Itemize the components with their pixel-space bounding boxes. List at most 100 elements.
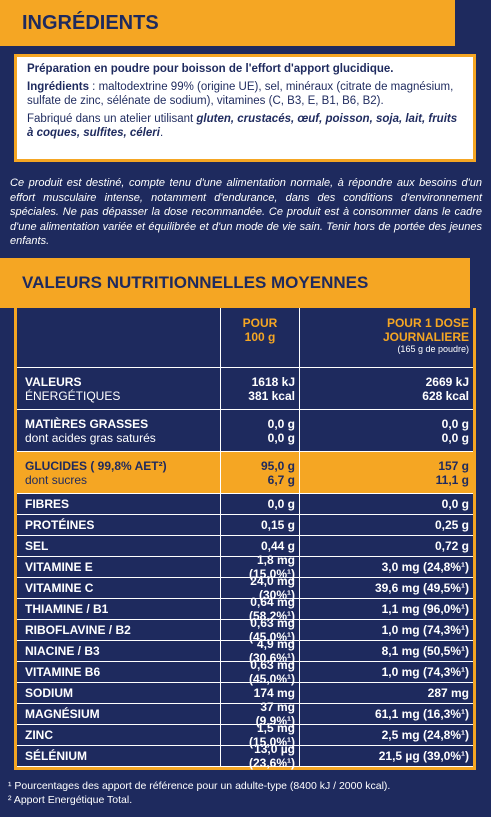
value: 8,1 mg (50,5%¹) (381, 644, 469, 658)
cell: PROTÉINES (17, 515, 220, 535)
cell: VITAMINE B6 (17, 662, 220, 682)
cell: 4,9 mg (30,6%¹) (220, 637, 300, 665)
footnote: ¹ Pourcentages des apport de référence p… (8, 780, 391, 792)
nutrition-row: NIACINE / B3 4,9 mg (30,6%¹) 8,1 mg (50,5%… (17, 637, 473, 665)
h: 100 g (244, 330, 276, 344)
cell: 0,63 mg (45,0%¹) (220, 658, 300, 686)
col-head: POUR 100 g (220, 308, 300, 367)
nutrition-row: VALEURS ÉNERGÉTIQUES 1618 kJ 381 kcal 2669 k… (17, 368, 473, 410)
cell: 37 mg (9,9%¹) (220, 700, 300, 728)
row-label: dont sucres (25, 472, 88, 487)
value: 1,1 mg (96,0%¹) (381, 602, 469, 616)
value: 61,1 mg (16,3%¹) (374, 707, 469, 721)
cell: MATIÈRES GRASSES dont acides gras saturés (17, 410, 220, 451)
cell: 1,8 mg (15,0%¹) (220, 553, 300, 581)
nutrition-row: SEL 0,44 g 0,72 g (17, 536, 473, 557)
cell: 0,0 g 0,0 g (220, 410, 300, 451)
cell: VITAMINE C (17, 578, 220, 598)
end: . (159, 127, 164, 139)
value: 95,0 g (260, 458, 295, 473)
value: 0,0 g (267, 497, 295, 511)
row-label: VITAMINE B6 (25, 665, 101, 679)
cell: 0,0 g (300, 494, 473, 514)
h: POUR 1 DOSE (386, 316, 469, 330)
cell: 1,1 mg (96,0%¹) (300, 599, 473, 619)
cell: 1,0 mg (74,3%¹) (300, 662, 473, 682)
facility: Fabriqué dans un atelier utilisant glute… (27, 112, 463, 140)
nutrition-row: FIBRES 0,0 g 0,0 g (17, 494, 473, 515)
cell: GLUCIDES ( 99,8% AET²) dont sucres (17, 452, 220, 493)
cell: 2,5 mg (24,8%¹) (300, 725, 473, 745)
value: 1,5 mg (15,0%¹) (248, 721, 295, 749)
footnote: ² Apport Energétique Total. (8, 794, 133, 806)
nutrition-row: RIBOFLAVINE / B2 0,63 mg (45,0%¹) 1,0 mg (… (17, 616, 473, 644)
value: 11,1 g (435, 472, 469, 487)
row-label: THIAMINE / B1 (25, 602, 109, 616)
row-label: SEL (25, 539, 49, 553)
cell: 0,63 mg (45,0%¹) (220, 616, 300, 644)
value: 1,0 mg (74,3%¹) (381, 665, 469, 679)
nutrition-row: VITAMINE E 1,8 mg (15,0%¹) 3,0 mg (24,8%¹) (17, 553, 473, 581)
nutrition-title: VALEURS NUTRITIONNELLES MOYENNES (0, 258, 470, 308)
value: 13,0 µg (23,6%¹) (248, 742, 295, 770)
nutrition-row: SÉLÉNIUM 13,0 µg (23,6%¹) 21,5 µg (39,0%¹) (17, 742, 473, 770)
cell (17, 308, 220, 367)
cell: 2669 kJ 628 kcal (300, 368, 473, 409)
value: 0,0 g (441, 430, 469, 445)
value: 1,0 mg (74,3%¹) (381, 623, 469, 637)
value: 1,8 mg (15,0%¹) (248, 553, 295, 581)
cell: 13,0 µg (23,6%¹) (220, 742, 300, 770)
value: 1618 kJ (251, 374, 295, 389)
ingredient-list: Ingrédients : maltodextrine 99% (origine… (27, 80, 463, 108)
nutrition-row: MAGNÉSIUM 37 mg (9,9%¹) 61,1 mg (16,3%¹) (17, 700, 473, 728)
value: 0,0 g (441, 497, 469, 511)
cell: THIAMINE / B1 (17, 599, 220, 619)
row-label: PROTÉINES (25, 518, 95, 532)
value: 0,0 g (267, 416, 295, 431)
disclaimer: Ce produit est destiné, compte tenu d'un… (10, 177, 482, 247)
row-label: dont acides gras saturés (25, 430, 156, 445)
value: 6,7 g (267, 472, 295, 487)
cell: SEL (17, 536, 220, 556)
row-label: FIBRES (25, 497, 70, 511)
cell: 0,44 g (220, 536, 300, 556)
nutrition-table: POUR 100 g POUR 1 DOSE JOURNALIERE (165 g d… (14, 308, 476, 770)
cell: FIBRES (17, 494, 220, 514)
value: 0,63 mg (45,0%¹) (248, 658, 295, 686)
row-label: GLUCIDES ( 99,8% AET²) (25, 458, 167, 473)
cell: 24,0 mg (30%¹) (220, 574, 300, 602)
allergens: gluten, crustacés, œuf, poisson, soja, l… (27, 113, 458, 139)
row-label: ÉNERGÉTIQUES (25, 388, 121, 403)
cell: ZINC (17, 725, 220, 745)
cell: VALEURS ÉNERGÉTIQUES (17, 368, 220, 409)
nutrition-row: PROTÉINES 0,15 g 0,25 g (17, 515, 473, 536)
h: JOURNALIERE (382, 330, 469, 344)
row-label: MAGNÉSIUM (25, 707, 100, 721)
cell: 0,15 g (220, 515, 300, 535)
value: 628 kcal (422, 388, 469, 403)
value: 4,9 mg (30,6%¹) (248, 637, 295, 665)
cell: 1,5 mg (15,0%¹) (220, 721, 300, 749)
value: 0,0 g (441, 416, 469, 431)
nutrition-row: VITAMINE C 24,0 mg (30%¹) 39,6 mg (49,5%¹) (17, 574, 473, 602)
cell: 39,6 mg (49,5%¹) (300, 578, 473, 598)
row-label: VALEURS (25, 374, 82, 389)
header-row: POUR 100 g POUR 1 DOSE JOURNALIERE (165 g d… (17, 308, 473, 368)
cell: 61,1 mg (16,3%¹) (300, 704, 473, 724)
cell: 287 mg (300, 683, 473, 703)
cell: MAGNÉSIUM (17, 704, 220, 724)
nutrition-row: VITAMINE B6 0,63 mg (45,0%¹) 1,0 mg (74,3%… (17, 658, 473, 686)
ingredients-title: INGRÉDIENTS (0, 0, 455, 46)
cell: 1,0 mg (74,3%¹) (300, 620, 473, 640)
cell: 0,0 g (220, 494, 300, 514)
cell: 174 mg (220, 683, 300, 703)
list-label: Ingrédients (27, 81, 89, 93)
cell: 0,0 g 0,0 g (300, 410, 473, 451)
row-label: SODIUM (25, 686, 73, 700)
value: 0,64 mg (58,2%¹) (248, 595, 295, 623)
footnotes: ¹ Pourcentages des apport de référence p… (8, 779, 390, 807)
value: 0,44 g (260, 539, 295, 553)
cell: 0,64 mg (58,2%¹) (220, 595, 300, 623)
cell: 8,1 mg (50,5%¹) (300, 641, 473, 661)
